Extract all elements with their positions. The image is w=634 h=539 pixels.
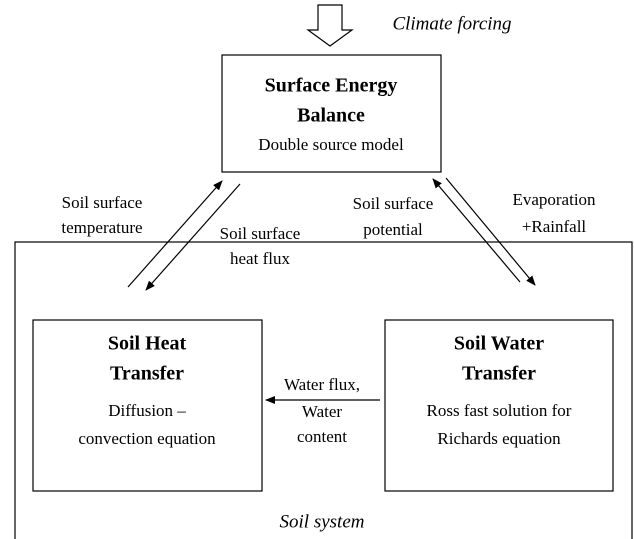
edge-label: content: [297, 427, 347, 446]
node-box: [221, 54, 442, 173]
edge-label: Soil surface: [353, 194, 434, 213]
node-subtitle: Richards equation: [437, 429, 561, 448]
node-box: [32, 319, 263, 492]
edge-label: Evaporation: [512, 190, 596, 209]
node-subtitle: Diffusion –: [108, 401, 186, 420]
node-subtitle: convection equation: [78, 429, 216, 448]
edge-label: temperature: [61, 218, 142, 237]
node-title: Balance: [297, 105, 365, 127]
node-title: Surface Energy: [265, 75, 398, 97]
climate-forcing: Climate forcing: [392, 13, 511, 34]
arrow: [127, 180, 223, 288]
node-subtitle: Double source model: [258, 135, 404, 154]
node-title: Transfer: [462, 363, 536, 385]
node-title: Soil Water: [454, 333, 544, 355]
edge-label: potential: [363, 220, 423, 239]
node-title: Transfer: [110, 363, 184, 385]
edge-label: Water flux,: [284, 375, 360, 394]
edge-label: Water: [302, 402, 342, 421]
arrow: [432, 178, 521, 283]
container-label: Soil system: [280, 511, 365, 532]
edge-label: Soil surface: [62, 193, 143, 212]
node-box: [384, 319, 614, 492]
arrow: [145, 183, 241, 291]
edge-label: +Rainfall: [522, 217, 587, 236]
node-title: Soil Heat: [108, 333, 187, 355]
edge-label: Soil surface: [220, 224, 301, 243]
edge-label: heat flux: [230, 249, 290, 268]
arrow: [445, 177, 536, 286]
node-subtitle: Ross fast solution for: [427, 401, 572, 420]
forcing-arrow: [306, 4, 354, 47]
